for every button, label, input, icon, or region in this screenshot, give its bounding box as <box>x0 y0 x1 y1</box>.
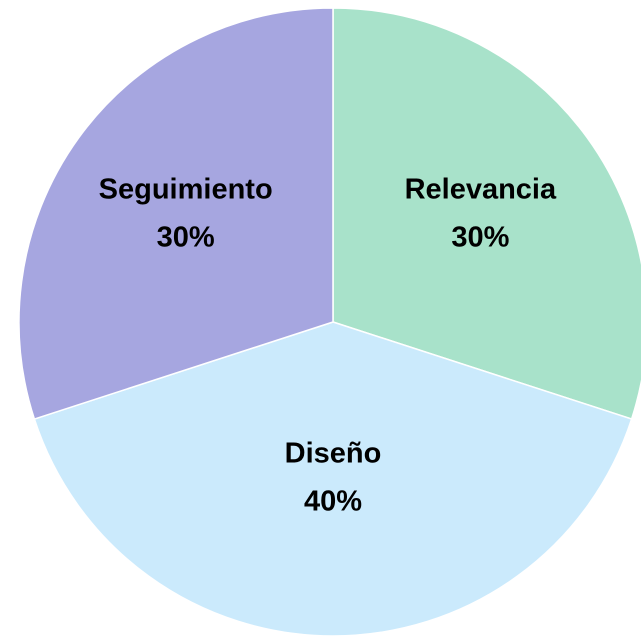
slice-value-label: 40% <box>304 486 362 518</box>
slice-label: Seguimiento <box>99 174 273 206</box>
slice-value-label: 30% <box>451 222 509 254</box>
slice-label: Relevancia <box>405 174 557 206</box>
pie-slice <box>332 7 641 420</box>
pie-slice <box>18 7 334 420</box>
slice-value-label: 30% <box>157 222 215 254</box>
pie-slice <box>33 321 633 637</box>
slice-label: Diseño <box>285 438 382 470</box>
